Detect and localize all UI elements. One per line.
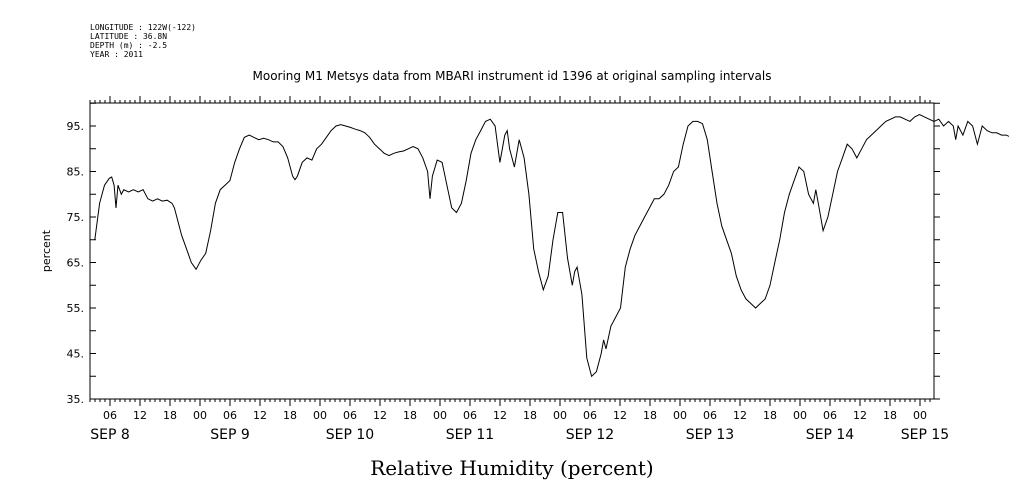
x-hour-label: 18 xyxy=(163,409,177,422)
y-tick-label: 45. xyxy=(67,348,85,361)
x-axis-label: Relative Humidity (percent) xyxy=(370,456,653,480)
y-tick-label: 55. xyxy=(67,302,85,315)
x-hour-label: 00 xyxy=(313,409,327,422)
x-hour-label: 06 xyxy=(343,409,357,422)
x-hour-label: 12 xyxy=(613,409,627,422)
plot-frame xyxy=(89,102,935,400)
x-hour-label: 18 xyxy=(523,409,537,422)
x-day-label: SEP 13 xyxy=(686,427,734,443)
y-tick-labels: 35. 45. 55. 65. 75. 85. 95. xyxy=(67,120,85,406)
x-hour-label: 18 xyxy=(883,409,897,422)
x-hour-label: 06 xyxy=(463,409,477,422)
x-hour-label: 18 xyxy=(283,409,297,422)
x-hour-label: 12 xyxy=(253,409,267,422)
y-tick-label: 75. xyxy=(67,211,85,224)
y-tick-label: 85. xyxy=(67,166,85,179)
x-hour-label: 12 xyxy=(133,409,147,422)
chart-title: Mooring M1 Metsys data from MBARI instru… xyxy=(253,69,772,83)
x-hour-label: 00 xyxy=(673,409,687,422)
x-hour-label: 00 xyxy=(793,409,807,422)
y-tick-label: 35. xyxy=(67,393,85,406)
x-hour-label: 18 xyxy=(403,409,417,422)
x-day-label: SEP 12 xyxy=(566,427,614,443)
axis-ticks xyxy=(89,96,940,406)
x-day-label: SEP 15 xyxy=(901,427,949,443)
x-hour-label: 00 xyxy=(553,409,567,422)
x-hour-label: 06 xyxy=(703,409,717,422)
x-hour-label: 18 xyxy=(763,409,777,422)
x-hour-label: 06 xyxy=(103,409,117,422)
x-hour-label: 12 xyxy=(493,409,507,422)
x-day-label: SEP 9 xyxy=(210,427,250,443)
y-tick-label: 65. xyxy=(67,257,85,270)
longitude-info: LONGITUDE : 122W(-122) xyxy=(90,23,196,32)
x-day-label: SEP 11 xyxy=(446,427,494,443)
x-hour-labels: 06 12 18 00 06 12 18 00 06 12 18 00 06 12 18 00 06 12 18 00… xyxy=(103,409,927,422)
x-hour-label: 06 xyxy=(583,409,597,422)
x-hour-label: 00 xyxy=(193,409,207,422)
series-line xyxy=(94,114,1009,378)
depth-info: DEPTH (m) : -2.5 xyxy=(90,41,167,50)
x-hour-label: 12 xyxy=(853,409,867,422)
x-day-label: SEP 8 xyxy=(90,427,130,443)
x-hour-label: 00 xyxy=(433,409,447,422)
x-hour-label: 12 xyxy=(373,409,387,422)
x-day-label: SEP 10 xyxy=(326,427,374,443)
y-axis-label: percent xyxy=(40,229,53,272)
x-hour-label: 06 xyxy=(823,409,837,422)
x-hour-label: 00 xyxy=(913,409,927,422)
x-day-labels: SEP 8 SEP 9 SEP 10 SEP 11 SEP 12 SEP 13 SEP 14… xyxy=(90,427,949,443)
x-hour-label: 18 xyxy=(643,409,657,422)
year-info: YEAR : 2011 xyxy=(90,50,143,59)
latitude-info: LATITUDE : 36.8N xyxy=(90,32,167,41)
x-day-label: SEP 14 xyxy=(806,427,855,443)
x-hour-label: 06 xyxy=(223,409,237,422)
y-tick-label: 95. xyxy=(67,120,85,133)
x-hour-label: 12 xyxy=(733,409,747,422)
